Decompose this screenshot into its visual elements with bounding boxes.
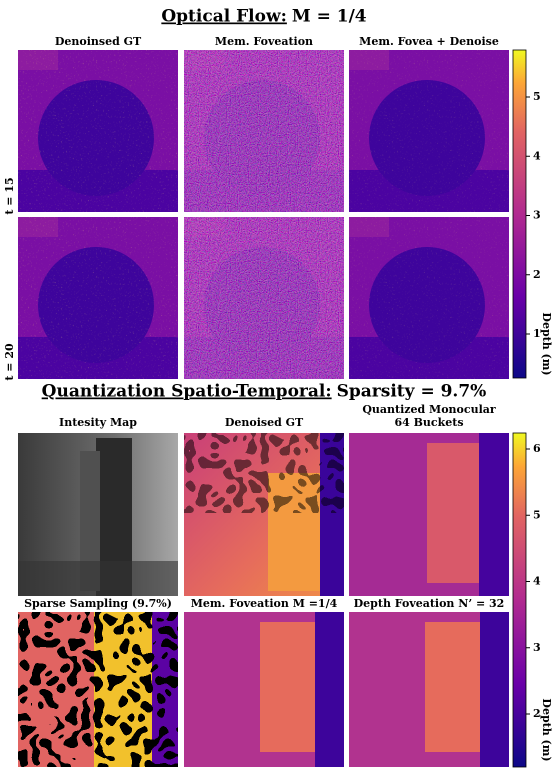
panel-label: Mem. Foveation M =1/4 <box>191 597 338 610</box>
title-prefix: Optical Flow: <box>161 7 287 27</box>
column-label: Mem. Fovea + Denoise <box>359 35 499 48</box>
tick-label: 5 <box>533 90 541 103</box>
image-panel <box>349 50 509 212</box>
column-label: Denoinsed GT <box>55 35 142 48</box>
section-title-suffix: Sparsity = 9.7% <box>337 382 487 402</box>
tick-label: 3 <box>533 209 541 222</box>
tick-label: 1 <box>533 327 541 340</box>
image-panel <box>18 50 178 212</box>
section-title-prefix: Quantization Spatio-Temporal: <box>42 382 332 402</box>
image-panel <box>184 50 344 212</box>
colorbar-label: Depth (m) <box>540 698 553 761</box>
tick-label: 6 <box>533 442 541 455</box>
colorbar-label: Depth (m) <box>540 312 553 375</box>
tick-label: 4 <box>533 575 541 588</box>
tick-label: 2 <box>533 707 541 720</box>
image-panel <box>349 433 509 596</box>
panel-label: Sparse Sampling (9.7%) <box>24 597 172 610</box>
panel-label: Intesity Map <box>59 416 137 429</box>
colorbar <box>513 433 526 767</box>
panel-label: Depth Foveation N’ = 32 <box>354 597 505 610</box>
panel-label: Denoised GT <box>225 416 304 429</box>
image-panel <box>184 433 344 596</box>
image-panel <box>18 217 178 379</box>
image-panel <box>184 612 344 767</box>
tick-label: 5 <box>533 508 541 521</box>
image-panel <box>349 612 509 767</box>
panel-label: Quantized Monocular <box>362 403 496 416</box>
image-panel <box>184 217 344 379</box>
image-panel <box>349 217 509 379</box>
colorbar <box>513 50 526 378</box>
row-label: t = 20 <box>3 343 16 381</box>
title-suffix: M = 1/4 <box>292 7 367 27</box>
panel-label: 64 Buckets <box>394 416 463 429</box>
image-panel <box>18 612 178 767</box>
image-panel <box>18 433 178 596</box>
tick-label: 2 <box>533 268 541 281</box>
column-label: Mem. Foveation <box>215 35 313 48</box>
tick-label: 4 <box>533 149 541 162</box>
tick-label: 3 <box>533 641 541 654</box>
row-label: t = 15 <box>3 177 16 214</box>
figure: Optical Flow: M = 1/4 Quantization Spati… <box>0 0 555 771</box>
